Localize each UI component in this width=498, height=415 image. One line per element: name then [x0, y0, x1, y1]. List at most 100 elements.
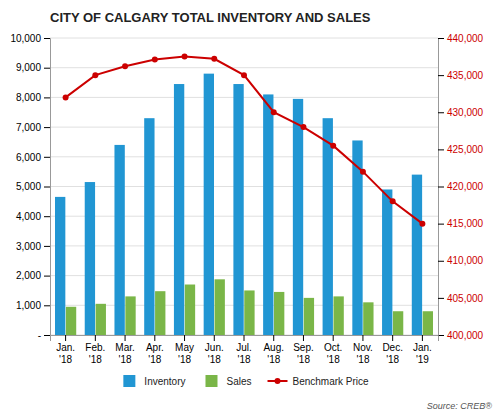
bar — [304, 298, 314, 335]
tick-mark — [44, 187, 50, 188]
line — [66, 57, 423, 224]
tick: 440,000 — [438, 33, 484, 44]
grid-line — [50, 97, 438, 98]
bar — [204, 74, 214, 335]
bar — [263, 94, 273, 335]
point — [271, 109, 277, 115]
tick-label: 1,000 — [16, 300, 41, 311]
plot: -1,0002,0003,0004,0005,0006,0007,0008,00… — [10, 33, 483, 365]
marks — [55, 54, 433, 335]
bar — [323, 118, 333, 335]
tick-label: Feb.'18 — [85, 342, 105, 365]
axis-line — [51, 336, 439, 342]
tick-mark — [44, 97, 50, 98]
chart: -1,0002,0003,0004,0005,0006,0007,0008,00… — [0, 0, 498, 415]
tick: Oct.'18 — [324, 335, 342, 365]
tick-mark — [44, 157, 50, 158]
line-series — [63, 54, 426, 227]
grid-line — [50, 127, 438, 128]
tick-mark — [95, 335, 96, 341]
grid-line — [50, 38, 438, 39]
point — [390, 198, 396, 204]
tick: 420,000 — [438, 181, 484, 192]
annotation: Source: CREB® — [427, 401, 493, 411]
tick-label: 3,000 — [16, 241, 41, 252]
tick-mark — [438, 187, 444, 188]
tick-mark — [44, 68, 50, 69]
bar — [215, 279, 225, 335]
tick-label: 7,000 — [16, 122, 41, 133]
point — [63, 94, 69, 100]
tick: 3,000 — [16, 241, 50, 252]
bar — [125, 296, 135, 335]
bar — [244, 290, 254, 335]
bar-series — [66, 279, 433, 335]
legend-label: Sales — [226, 376, 251, 387]
grid-line — [50, 275, 438, 276]
point — [360, 169, 366, 175]
point — [419, 221, 425, 227]
tick: Mar.'18 — [115, 335, 134, 365]
tick: 6,000 — [16, 152, 50, 163]
tick-mark — [154, 335, 155, 341]
legend-label: Inventory — [144, 376, 185, 387]
legend-swatch — [205, 375, 217, 387]
bar — [333, 296, 343, 335]
point — [182, 54, 188, 60]
bar — [412, 175, 422, 335]
legend: InventorySalesBenchmark Price — [123, 375, 369, 387]
tick-label: Jan.'18 — [56, 342, 75, 365]
tick: Aug.'18 — [263, 335, 284, 365]
tick: 435,000 — [438, 70, 484, 81]
tick-label: 6,000 — [16, 152, 41, 163]
tick-label: 405,000 — [447, 293, 484, 304]
tick-mark — [184, 335, 185, 341]
tick-mark — [273, 335, 274, 341]
tick: - — [38, 330, 50, 341]
tick-label: 410,000 — [447, 255, 484, 266]
tick: 405,000 — [438, 293, 484, 304]
tick-mark — [214, 335, 215, 341]
bar — [393, 311, 403, 335]
tick: May'18 — [175, 335, 194, 365]
bar-series — [55, 74, 422, 335]
tick-mark — [44, 216, 50, 217]
tick: 430,000 — [438, 107, 484, 118]
grid-line — [50, 156, 438, 157]
bar — [96, 304, 106, 335]
point — [122, 63, 128, 69]
tick-mark — [438, 149, 444, 150]
tick-label: 8,000 — [16, 92, 41, 103]
tick-mark — [44, 335, 50, 336]
bar — [55, 197, 65, 335]
tick: 10,000 — [10, 33, 50, 44]
legend-item: Sales — [205, 375, 251, 387]
tick-label: 435,000 — [447, 70, 484, 81]
tick: Jan.'19 — [413, 335, 432, 365]
tick-label: Jan.'19 — [413, 342, 432, 365]
tick: 9,000 — [16, 62, 50, 73]
tick: Nov.'18 — [353, 335, 373, 365]
tick: 415,000 — [438, 218, 484, 229]
tick: Jan.'18 — [56, 335, 75, 365]
tick-mark — [438, 224, 444, 225]
tick-mark — [422, 335, 423, 341]
tick-mark — [438, 75, 444, 76]
grid-line — [50, 245, 438, 246]
bar — [85, 182, 95, 335]
tick-label: Jun.'18 — [205, 342, 224, 365]
tick-label: 9,000 — [16, 62, 41, 73]
grid — [50, 38, 438, 335]
tick-label: 415,000 — [447, 218, 484, 229]
tick: Sep.'18 — [293, 335, 314, 365]
tick-label: Sep.'18 — [293, 342, 314, 365]
legend-swatch — [123, 375, 135, 387]
bar — [114, 145, 124, 335]
tick-label: Aug.'18 — [263, 342, 284, 365]
tick: 8,000 — [16, 92, 50, 103]
legend-item: Inventory — [123, 375, 185, 387]
tick-mark — [44, 38, 50, 39]
tick-label: 2,000 — [16, 270, 41, 281]
bar — [66, 307, 76, 335]
point — [241, 72, 247, 78]
